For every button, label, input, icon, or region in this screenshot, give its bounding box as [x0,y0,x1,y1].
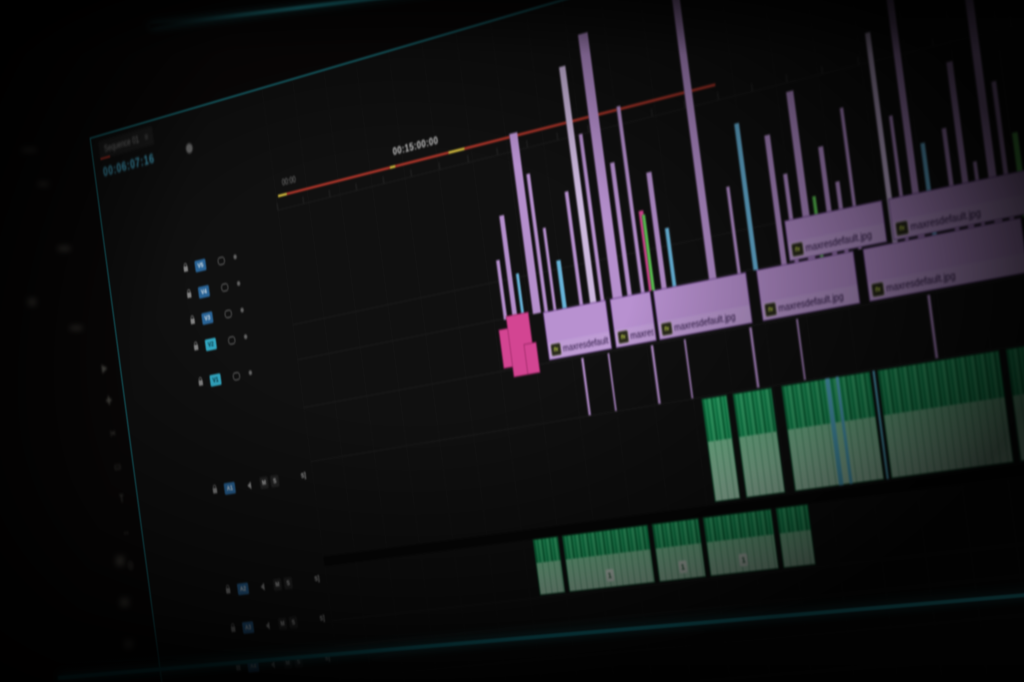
video-clip-segment[interactable] [650,345,661,405]
render-bar-yellow-segment [448,147,465,154]
lock-icon[interactable] [212,487,218,494]
lock-icon[interactable] [230,626,236,633]
timeline-panel: Sequence 01 ≡ 00:06:07:16 V5 V4 V3 V2 V1 A1 M… [89,0,1024,682]
lock-icon[interactable] [235,664,241,671]
mute-button[interactable]: M [259,476,269,490]
solo-button[interactable]: S [283,576,294,590]
lock-icon[interactable] [225,587,231,594]
speaker-icon[interactable] [265,621,271,630]
render-bar-yellow-segment [277,192,287,198]
audio-clip[interactable]: 1 [651,517,707,583]
audio-clip[interactable]: 1 [561,524,656,593]
track-toggle-dot[interactable] [233,254,237,260]
audio-track-header: A3 M S S] [215,613,332,646]
track-badge[interactable]: V3 [201,311,214,326]
tool-icon[interactable]: ✚ [105,394,113,409]
audio-clip[interactable]: 1 [702,508,780,577]
audio-clip[interactable] [532,536,566,596]
panel-menu-icon[interactable]: ≡ [143,131,149,143]
lane-separator [339,593,1024,679]
video-clip[interactable]: fx maxresdefault.jpg [652,271,753,341]
speaker-icon[interactable] [260,582,265,591]
tool-icon[interactable]: T [118,492,125,506]
track-badge[interactable]: V1 [209,373,222,387]
track-badge[interactable]: V5 [194,258,207,273]
video-clip-segment[interactable] [664,227,677,287]
track-toggle-dot[interactable] [243,334,248,340]
ruler-timecode-label: 00:15:00:00 [391,133,440,158]
fx-badge-icon[interactable]: fx [660,321,673,337]
track-extra-button[interactable]: S] [313,574,320,583]
track-output-toggle-icon[interactable] [227,335,236,346]
video-clip-segment[interactable] [926,294,939,359]
track-badge[interactable]: V2 [204,337,218,352]
video-track-header: V1 [183,358,298,400]
speaker-icon[interactable] [270,660,276,669]
track-output-toggle-icon[interactable] [220,282,229,293]
premiere-timeline-screen: ▶ ✚ ✂ ▭ T ↔ ◎ Sequence 01 ≡ 00:06:07:16 V5 V4 V3… [30,0,1024,682]
fx-badge-icon[interactable]: fx [871,281,885,298]
video-clip-segment[interactable] [763,134,787,266]
fx-badge-icon[interactable]: fx [550,342,562,357]
audio-clip[interactable] [732,387,786,498]
track-output-toggle-icon[interactable] [217,256,226,266]
lock-icon[interactable] [198,379,204,387]
video-clip-segment[interactable] [580,357,592,416]
tool-icon[interactable]: ▶ [100,361,109,376]
audio-track-header: A2 M S S] [210,573,327,607]
lock-icon[interactable] [186,291,192,299]
mute-button[interactable]: M [277,617,288,631]
video-clip-segment[interactable] [669,0,717,280]
audio-track-header: A1 M S S] [197,469,313,507]
audio-clip-number-label: 1 [605,568,615,582]
tracks-area[interactable]: 00:00 00:15:00:00 [261,0,1024,682]
video-clip-segment[interactable] [683,339,694,399]
fx-badge-icon[interactable]: fx [617,329,630,345]
track-toggle-dot[interactable] [240,307,245,313]
track-badge[interactable]: A3 [241,621,255,634]
video-clip-segment[interactable] [748,327,760,388]
track-toggle-dot[interactable] [236,280,241,287]
track-extra-button[interactable]: S] [300,471,307,480]
lock-icon[interactable] [190,318,196,325]
fx-badge-icon[interactable]: fx [791,241,805,257]
video-clip-segment[interactable] [515,273,525,317]
solo-button[interactable]: S [288,616,299,629]
track-extra-button[interactable]: S] [319,613,326,623]
fx-badge-icon[interactable]: fx [764,302,777,317]
track-badge[interactable]: A1 [223,481,237,495]
track-output-toggle-icon[interactable] [232,371,241,381]
lock-icon[interactable] [193,344,199,351]
pink-video-clip[interactable] [523,341,541,375]
audio-clip-number-label: 1 [738,553,749,567]
lock-icon[interactable] [183,265,189,273]
tool-icon[interactable]: ▭ [113,459,122,474]
mute-button[interactable]: M [272,578,283,591]
video-clip[interactable]: fx maxresdefault.jpg [756,250,861,322]
track-toggle-dot[interactable] [248,370,253,376]
ruler-start-label: 00:00 [281,175,297,188]
track-badge[interactable]: V4 [197,284,211,299]
tool-icon[interactable]: ↔ [121,524,131,539]
fx-badge-icon[interactable]: fx [895,220,909,237]
audio-clip[interactable] [775,503,816,569]
video-clip-segment[interactable] [616,105,645,293]
sequence-tab-label: Sequence 01 [103,133,140,155]
video-clip[interactable]: fx maxresdefault.jpg [609,290,657,349]
render-bar-yellow-segment [389,165,396,169]
video-clip-segment[interactable] [795,318,806,381]
audio-clip[interactable] [876,350,1014,479]
track-output-toggle-icon[interactable] [224,309,233,319]
track-badge[interactable]: A2 [236,582,250,596]
audio-clip-number-label: 1 [677,560,688,574]
video-clip-segment[interactable] [607,353,617,412]
tool-icon[interactable]: ◎ [126,558,135,572]
speaker-icon[interactable] [246,481,252,490]
tool-icon[interactable]: ✂ [109,426,118,441]
solo-button[interactable]: S [269,474,280,488]
timeline-settings-icon[interactable] [185,143,193,154]
